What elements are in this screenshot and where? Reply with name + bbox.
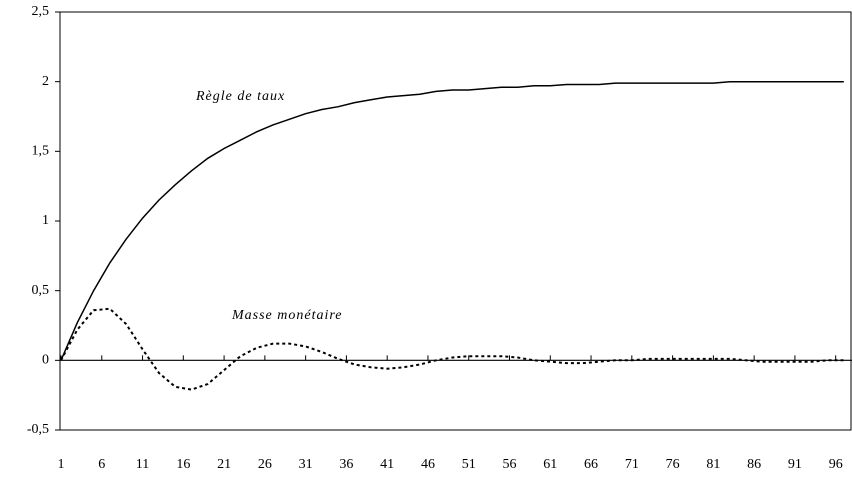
x-tick-label: 86 xyxy=(747,457,761,472)
x-tick-label: 76 xyxy=(666,457,680,472)
x-tick-label: 1 xyxy=(58,457,65,472)
y-tick-label: 0,5 xyxy=(32,283,50,298)
plot-frame xyxy=(59,11,852,431)
x-tick-label: 91 xyxy=(788,457,802,472)
x-tick-label: 21 xyxy=(217,457,231,472)
x-tick-label: 36 xyxy=(339,457,353,472)
series-line xyxy=(60,80,844,361)
y-tick-label: 2 xyxy=(42,74,49,89)
x-tick-label: 31 xyxy=(299,457,313,472)
x-tick-label: 26 xyxy=(258,457,272,472)
y-tick-label: 1 xyxy=(42,213,49,228)
y-tick-label: 2,5 xyxy=(32,4,50,19)
x-tick-label: 6 xyxy=(98,457,105,472)
x-tick-label: 56 xyxy=(503,457,517,472)
series-line xyxy=(60,307,844,391)
x-tick-label: 71 xyxy=(625,457,639,472)
x-tick-label: 66 xyxy=(584,457,598,472)
x-tick-label: 46 xyxy=(421,457,435,472)
x-tick-label: 41 xyxy=(380,457,394,472)
x-tick-label: 96 xyxy=(829,457,843,472)
series-label: Masse monétaire xyxy=(231,308,343,323)
x-tick-label: 16 xyxy=(176,457,190,472)
x-tick-label: 81 xyxy=(706,457,720,472)
x-tick-label: 11 xyxy=(136,457,149,472)
series-label: Règle de taux xyxy=(195,89,285,104)
x-tick-label: 61 xyxy=(543,457,557,472)
y-tick-label: 0 xyxy=(42,353,49,368)
y-tick-label: 1,5 xyxy=(32,144,50,159)
y-tick-label: -0,5 xyxy=(27,422,49,437)
x-tick-label: 51 xyxy=(462,457,476,472)
